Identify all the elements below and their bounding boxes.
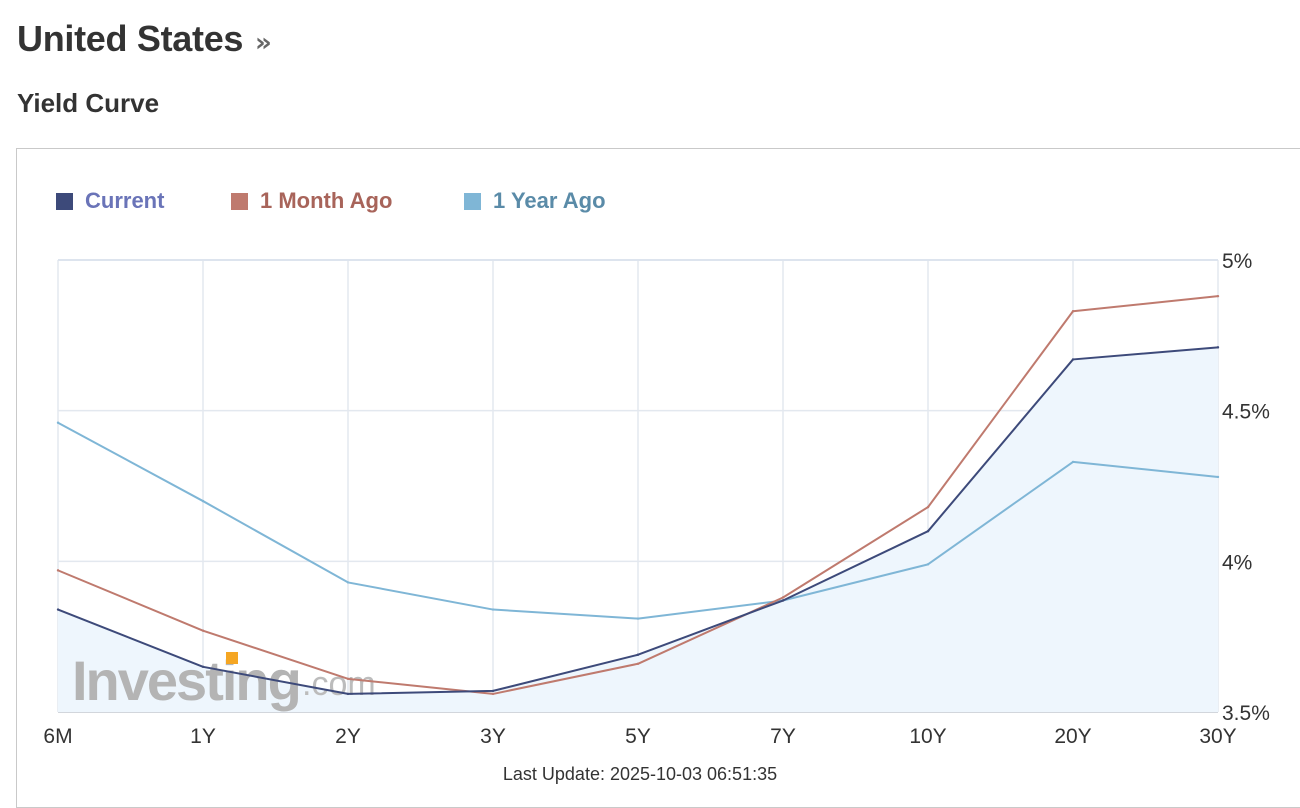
point-1-year-ago-5y xyxy=(636,617,640,620)
legend-item-current[interactable]: Current xyxy=(56,186,164,216)
point-1-year-ago-2y xyxy=(346,581,350,584)
point-current-7y xyxy=(781,599,785,602)
x-tick-label-5y: 5Y xyxy=(625,725,651,748)
watermark-brand: Investing xyxy=(72,649,300,712)
x-tick-label-3y: 3Y xyxy=(480,725,506,748)
title-more-arrow-icon[interactable]: » xyxy=(255,28,272,58)
point-current-30y xyxy=(1216,346,1220,349)
point-1-year-ago-1y xyxy=(201,499,205,503)
x-axis: 6M 1Y 2Y 3Y 5Y 7Y 10Y 20Y 30Y xyxy=(43,725,1236,748)
x-tick-label-20y: 20Y xyxy=(1054,725,1091,748)
page-title: United States xyxy=(17,18,244,59)
section-title: Yield Curve xyxy=(17,88,160,118)
point-current-6m xyxy=(56,608,60,611)
watermark-accent-mark xyxy=(226,652,238,664)
point-1-year-ago-6m xyxy=(56,421,60,424)
legend-swatch-1-month-ago xyxy=(231,192,248,210)
point-1-month-ago-30y xyxy=(1216,294,1220,298)
point-1-month-ago-3y xyxy=(491,692,495,696)
line-layer xyxy=(56,294,1220,696)
point-1-month-ago-1y xyxy=(201,629,205,632)
series-area-current xyxy=(58,347,1218,712)
point-1-year-ago-30y xyxy=(1216,475,1220,479)
area-layer xyxy=(58,347,1218,712)
point-current-20y xyxy=(1071,358,1075,361)
point-1-month-ago-6m xyxy=(56,569,60,572)
point-1-month-ago-10y xyxy=(926,505,930,509)
x-tick-label-10y: 10Y xyxy=(909,725,946,748)
x-tick-label-1y: 1Y xyxy=(190,725,216,748)
point-current-10y xyxy=(926,530,930,533)
point-1-month-ago-5y xyxy=(636,662,640,665)
legend-label-1-year-ago: 1 Year Ago xyxy=(493,188,606,213)
point-1-year-ago-3y xyxy=(491,608,495,611)
last-update-text: Last Update: 2025-10-03 06:51:35 xyxy=(503,764,777,784)
legend-label-1-month-ago: 1 Month Ago xyxy=(260,188,393,213)
point-1-month-ago-2y xyxy=(346,677,350,681)
watermark-suffix: .com xyxy=(302,665,376,703)
watermark: Investing .com xyxy=(72,649,376,712)
point-1-year-ago-10y xyxy=(926,563,930,566)
point-1-month-ago-7y xyxy=(781,596,785,599)
legend-label-current: Current xyxy=(85,188,165,213)
y-tick-label-4: 4% xyxy=(1222,551,1252,574)
y-tick-label-3-5: 3.5% xyxy=(1222,702,1270,725)
x-tick-label-30y: 30Y xyxy=(1199,725,1236,748)
x-tick-label-2y: 2Y xyxy=(335,725,361,748)
point-current-3y xyxy=(491,689,495,693)
legend-swatch-1-year-ago xyxy=(464,192,481,210)
y-axis: 3.5% 4% 4.5% 5% xyxy=(1222,250,1270,725)
y-tick-label-4-5: 4.5% xyxy=(1222,401,1270,424)
point-current-5y xyxy=(636,653,640,656)
point-1-month-ago-20y xyxy=(1071,310,1075,313)
legend-item-1-month-ago[interactable]: 1 Month Ago xyxy=(231,186,392,216)
legend-item-1-year-ago[interactable]: 1 Year Ago xyxy=(464,186,606,216)
legend-swatch-current xyxy=(56,192,73,210)
y-tick-label-5: 5% xyxy=(1222,250,1252,273)
point-1-year-ago-20y xyxy=(1071,460,1075,464)
point-current-2y xyxy=(346,692,350,696)
point-current-1y xyxy=(201,665,205,668)
x-tick-label-6m: 6M xyxy=(43,725,72,748)
x-tick-label-7y: 7Y xyxy=(770,725,796,748)
